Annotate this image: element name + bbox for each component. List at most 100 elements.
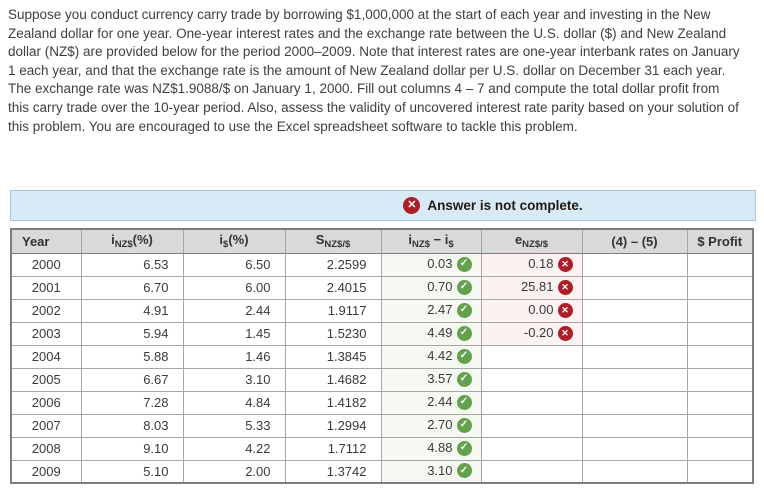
table-row: 2003 5.94 1.45 1.5230 4.49 ✓ -0.20 ✕: [10, 321, 754, 346]
table-row: 2008 9.10 4.22 1.7112 4.88✓ ✕: [10, 436, 754, 461]
inz-rate-cell: 5.10: [80, 459, 184, 484]
exchange-change-cell[interactable]: -0.20 ✕: [480, 321, 583, 346]
check-circle-icon: ✓: [456, 325, 472, 341]
exchange-change-cell[interactable]: ✕: [480, 436, 583, 461]
rate-diff-cell[interactable]: 3.10 ✓: [380, 459, 482, 484]
profit-cell[interactable]: [686, 367, 754, 392]
header-col4-minus-5: (4) – (5): [581, 228, 688, 254]
banner-content: ✕ Answer is not complete.: [403, 197, 583, 214]
col4-minus-5-cell[interactable]: [581, 321, 688, 346]
table-row: 2009 5.10 2.00 1.3742 3.10✓ ✕: [10, 459, 754, 484]
rate-diff-cell[interactable]: 0.70 ✓: [380, 275, 482, 300]
carry-trade-table: Year iNZ$(%) i$(%) SNZ$/$ iNZ$ − i$ eNZ$…: [10, 228, 754, 484]
spot-rate-cell: 2.2599: [284, 252, 382, 277]
table-row: 2005 6.67 3.10 1.4682 3.57✓ ✕: [10, 367, 754, 392]
col4-minus-5-cell[interactable]: [581, 367, 688, 392]
table-row: 2006 7.28 4.84 1.4182 2.44✓ ✕: [10, 390, 754, 415]
spot-rate-cell: 1.3742: [284, 459, 382, 484]
header-profit: $ Profit: [686, 228, 754, 254]
x-circle-icon: ✕: [403, 197, 421, 214]
inz-rate-cell: 7.28: [80, 390, 184, 415]
inz-rate-cell: 6.53: [80, 252, 184, 277]
year-cell: 2003: [10, 321, 82, 346]
profit-cell[interactable]: [686, 390, 754, 415]
check-circle-icon: ✓: [456, 371, 472, 387]
check-circle-icon: ✓: [456, 417, 472, 433]
rate-diff-cell[interactable]: 3.57 ✓: [380, 367, 482, 392]
answer-status-banner: ✕ Answer is not complete.: [10, 190, 756, 221]
x-circle-icon: ✕: [557, 279, 573, 295]
profit-cell[interactable]: [686, 413, 754, 438]
header-us-rate: i$(%): [182, 228, 286, 254]
x-circle-icon: ✕: [557, 325, 573, 341]
banner-label: Answer is not complete.: [427, 198, 583, 213]
spot-rate-cell: 1.4182: [284, 390, 382, 415]
header-exchange-change: eNZ$/$: [480, 228, 583, 254]
rate-diff-cell[interactable]: 2.70 ✓: [380, 413, 482, 438]
rate-diff-cell[interactable]: 0.03 ✓: [380, 252, 482, 277]
rate-diff-cell[interactable]: 4.88 ✓: [380, 436, 482, 461]
inz-rate-cell: 8.03: [80, 413, 184, 438]
exchange-change-cell[interactable]: 25.81 ✕: [480, 275, 583, 300]
year-cell: 2005: [10, 367, 82, 392]
exchange-change-cell[interactable]: ✕: [480, 459, 583, 484]
table-row: 2004 5.88 1.46 1.3845 4.42✓ ✕: [10, 344, 754, 369]
spot-rate-cell: 1.4682: [284, 367, 382, 392]
profit-cell[interactable]: [686, 459, 754, 484]
inz-rate-cell: 6.67: [80, 367, 184, 392]
col4-minus-5-cell[interactable]: [581, 298, 688, 323]
exchange-change-cell[interactable]: 0.18 ✕: [480, 252, 583, 277]
exchange-change-cell[interactable]: ✕: [480, 390, 583, 415]
exchange-change-cell[interactable]: ✕: [480, 367, 583, 392]
year-cell: 2004: [10, 344, 82, 369]
exchange-change-cell[interactable]: 0.00 ✕: [480, 298, 583, 323]
year-cell: 2002: [10, 298, 82, 323]
profit-cell[interactable]: [686, 436, 754, 461]
check-circle-icon: ✓: [456, 394, 472, 410]
header-spot-rate: SNZ$/$: [284, 228, 382, 254]
exchange-change-cell[interactable]: ✕: [480, 413, 583, 438]
header-year: Year: [10, 228, 82, 254]
us-rate-cell: 4.84: [182, 390, 286, 415]
rate-diff-cell[interactable]: 4.42 ✓: [380, 344, 482, 369]
col4-minus-5-cell[interactable]: [581, 344, 688, 369]
us-rate-cell: 6.50: [182, 252, 286, 277]
rate-diff-cell[interactable]: 2.44 ✓: [380, 390, 482, 415]
rate-diff-cell[interactable]: 2.47 ✓: [380, 298, 482, 323]
col4-minus-5-cell[interactable]: [581, 275, 688, 300]
spot-rate-cell: 1.2994: [284, 413, 382, 438]
us-rate-cell: 2.00: [182, 459, 286, 484]
profit-cell[interactable]: [686, 275, 754, 300]
year-cell: 2007: [10, 413, 82, 438]
col4-minus-5-cell[interactable]: [581, 252, 688, 277]
us-rate-cell: 3.10: [182, 367, 286, 392]
check-circle-icon: ✓: [456, 440, 472, 456]
profit-cell[interactable]: [686, 344, 754, 369]
header-row: Year iNZ$(%) i$(%) SNZ$/$ iNZ$ − i$ eNZ$…: [10, 228, 754, 254]
spot-rate-cell: 1.5230: [284, 321, 382, 346]
year-cell: 2001: [10, 275, 82, 300]
profit-cell[interactable]: [686, 298, 754, 323]
spot-rate-cell: 2.4015: [284, 275, 382, 300]
rate-diff-cell[interactable]: 4.49 ✓: [380, 321, 482, 346]
problem-text: Suppose you conduct currency carry trade…: [8, 7, 740, 134]
profit-cell[interactable]: [686, 321, 754, 346]
table-row: 2001 6.70 6.00 2.4015 0.70 ✓ 25.81 ✕: [10, 275, 754, 300]
col4-minus-5-cell[interactable]: [581, 413, 688, 438]
profit-cell[interactable]: [686, 252, 754, 277]
col4-minus-5-cell[interactable]: [581, 459, 688, 484]
year-cell: 2000: [10, 252, 82, 277]
us-rate-cell: 2.44: [182, 298, 286, 323]
table-row: 2000 6.53 6.50 2.2599 0.03 ✓ 0.18 ✕: [10, 252, 754, 277]
year-cell: 2008: [10, 436, 82, 461]
col4-minus-5-cell[interactable]: [581, 390, 688, 415]
header-rate-diff: iNZ$ − i$: [380, 228, 482, 254]
inz-rate-cell: 6.70: [80, 275, 184, 300]
inz-rate-cell: 4.91: [80, 298, 184, 323]
us-rate-cell: 5.33: [182, 413, 286, 438]
exchange-change-cell[interactable]: ✕: [480, 344, 583, 369]
col4-minus-5-cell[interactable]: [581, 436, 688, 461]
check-circle-icon: ✓: [456, 279, 472, 295]
spot-rate-cell: 1.7112: [284, 436, 382, 461]
x-circle-icon: ✕: [557, 302, 573, 318]
